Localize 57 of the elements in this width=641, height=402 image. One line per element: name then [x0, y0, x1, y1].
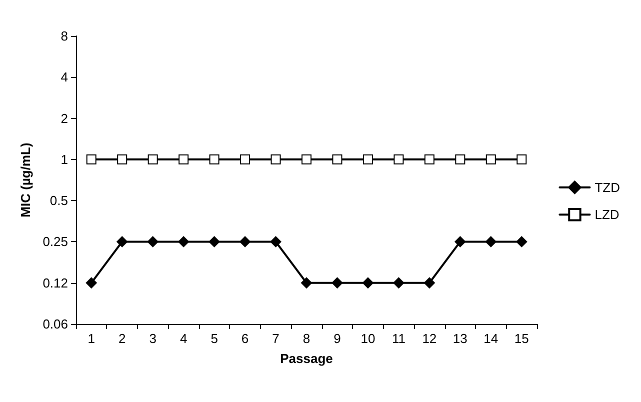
y-axis-title: MIC (µg/mL) — [18, 142, 33, 218]
x-tick-label: 3 — [149, 331, 156, 346]
point — [332, 277, 343, 288]
point — [270, 236, 282, 248]
x-tick-label: 12 — [422, 331, 437, 346]
point — [302, 154, 312, 164]
x-tick-label: 5 — [210, 331, 218, 346]
x-tick-label: 8 — [302, 331, 310, 346]
y-tick-label: 0.25 — [42, 234, 68, 250]
point — [148, 154, 158, 164]
x-tick-label: 13 — [452, 331, 468, 346]
x-tick-label: 6 — [241, 331, 249, 346]
point — [116, 236, 128, 248]
point — [178, 236, 190, 248]
point — [486, 154, 496, 164]
y-tick-label: 0.06 — [42, 316, 68, 332]
point — [332, 154, 342, 164]
point — [240, 154, 250, 164]
x-tick-label: 14 — [484, 331, 498, 346]
y-tick-label: 0.5 — [50, 193, 68, 208]
y-tick-label: 1 — [60, 152, 68, 167]
point — [485, 236, 496, 248]
point — [117, 154, 128, 164]
point — [455, 154, 466, 164]
x-tick-label: 15 — [514, 331, 529, 346]
point — [86, 277, 97, 288]
legend-label: TZD — [594, 180, 620, 195]
point — [362, 277, 374, 288]
point — [516, 154, 527, 164]
point — [393, 277, 404, 288]
x-tick-label: 1 — [88, 331, 95, 346]
y-tick-label: 4 — [60, 70, 68, 85]
point — [270, 154, 281, 164]
point — [208, 236, 220, 248]
legend-label: LZD — [594, 207, 620, 222]
x-tick-label: 9 — [334, 331, 341, 346]
point — [240, 236, 251, 248]
x-tick-label: 2 — [118, 331, 126, 346]
x-tick-label: 11 — [392, 331, 406, 346]
y-tick-label: 8 — [60, 28, 68, 44]
point — [86, 154, 96, 164]
x-axis-title: Passage — [280, 351, 333, 366]
x-tick-label: 4 — [180, 331, 188, 346]
x-tick-label: 7 — [272, 331, 280, 346]
point — [301, 277, 312, 288]
point — [394, 154, 404, 164]
point — [454, 236, 466, 248]
y-tick-label: 2 — [60, 110, 68, 126]
point — [178, 154, 189, 164]
point — [209, 154, 220, 164]
y-tick-label: 0.12 — [42, 275, 68, 290]
point — [362, 154, 373, 164]
point — [516, 236, 528, 248]
x-tick-label: 10 — [360, 331, 376, 346]
point — [147, 236, 158, 248]
point — [424, 277, 435, 288]
point — [424, 154, 434, 164]
